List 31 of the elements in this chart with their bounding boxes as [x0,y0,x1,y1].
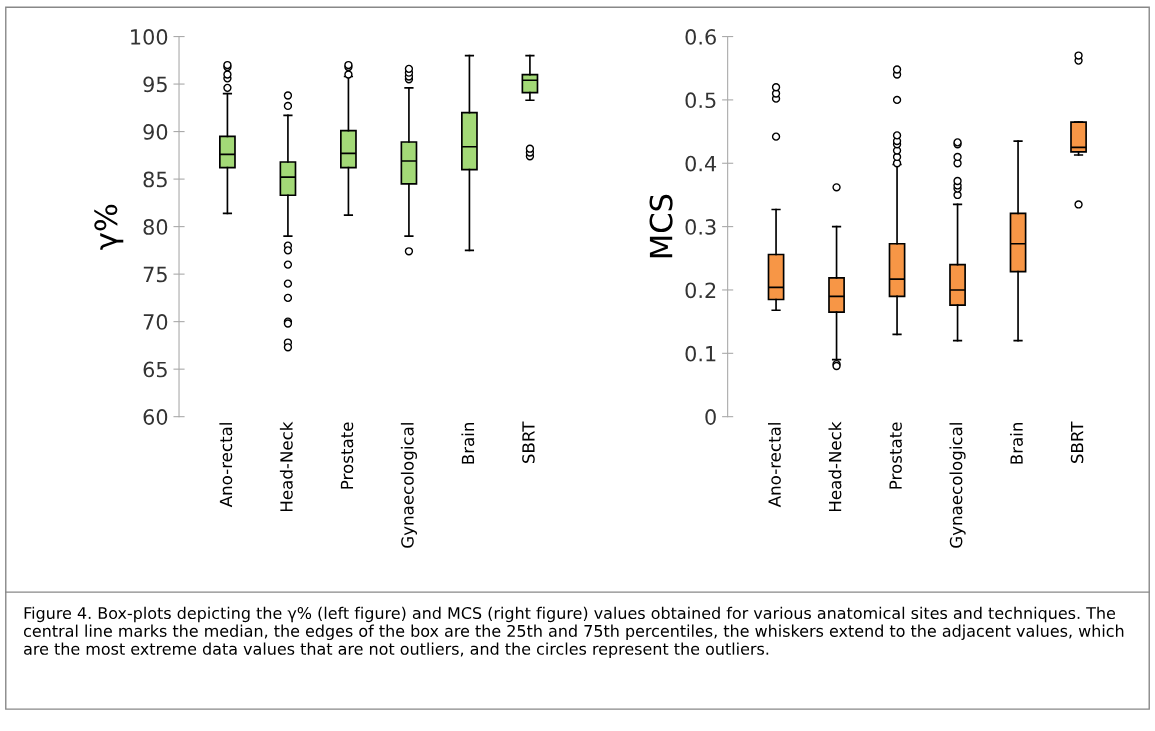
y-tick-label: 0.3 [685,219,716,235]
y-tick-label: 0.6 [685,29,716,45]
y-tick-label: 0.5 [685,92,716,109]
y-tick-label: 0 [705,409,716,425]
y-tick-label: 100 [131,29,168,45]
x-tick-label: Head-Neck [828,421,842,512]
x-tick-label: Ano-rectal [219,423,233,508]
x-tick-label: Gynaecological [400,423,417,548]
y-tick-label: 70 [143,314,168,330]
y-tick-label: 75 [143,266,167,283]
x-tick-label: SBRT [1070,421,1084,463]
y-tick-label: 0.1 [685,345,716,362]
x-tick-label: Gynaecological [949,423,966,548]
y-tick-label: 60 [143,409,168,425]
y-tick-label: 85 [143,171,167,188]
x-tick-label: Prostate [889,422,902,489]
x-tick-label: Prostate [340,422,354,489]
y-tick-label: 90 [143,124,168,140]
x-tick-label: Ano-rectal [767,423,781,508]
x-tick-label: Head-Neck [279,421,293,512]
y-tick-label: 0.4 [685,155,717,172]
y-tick-label: 0.2 [685,282,716,299]
y-tick-label: 65 [143,361,167,378]
y-tick-label: 80 [143,219,168,235]
x-tick-label: Brain [461,422,475,464]
x-tick-label: SBRT [522,421,535,463]
y-axis-title: MCS [649,194,673,258]
y-tick-label: 95 [143,76,167,93]
caption: Figure 4. Box-plots depicting the γ% (left figure) and MCS (right figure) values obtained for various anatomical sites and techniques. The central line marks the median, the edges of the box are the 25th and 75th percentiles, the whiskers extend to the adjacent values, which are the most extreme data values that are not outliers, and the circles represent the outliers. [23,606,1124,658]
x-tick-label: Brain [1009,422,1023,464]
y-axis-title: γ% [94,204,124,250]
